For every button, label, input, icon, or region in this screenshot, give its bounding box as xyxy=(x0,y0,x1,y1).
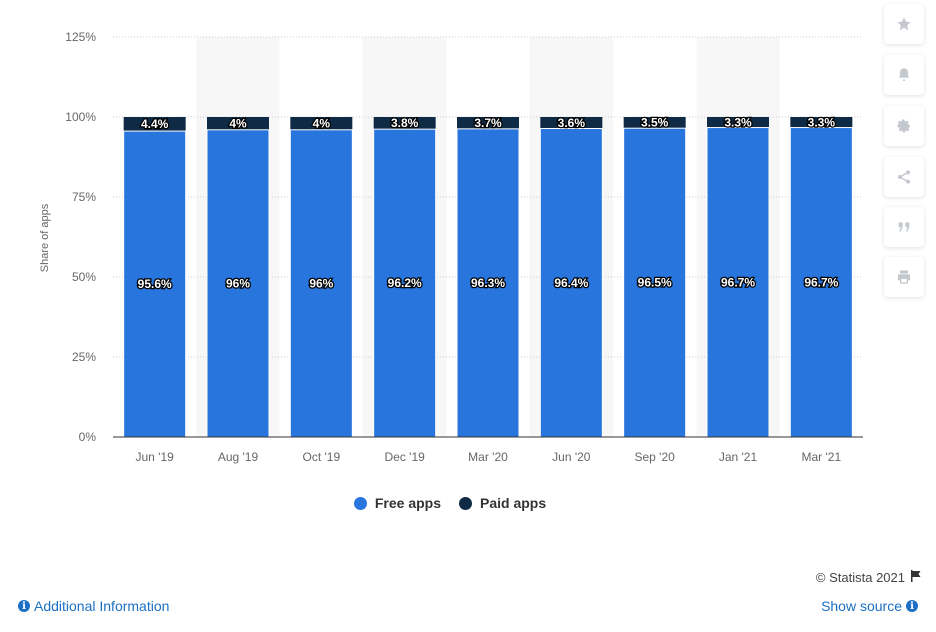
data-label-free: 96% xyxy=(309,276,333,290)
bar-free-apps[interactable] xyxy=(373,128,437,438)
data-label-free: 96.5% xyxy=(638,276,672,290)
x-tick-label: Oct '19 xyxy=(303,450,341,464)
y-tick-label: 125% xyxy=(65,30,96,44)
legend-label-free: Free apps xyxy=(374,495,441,511)
show-source-link[interactable]: Show source i xyxy=(821,598,918,614)
data-label-free: 96.4% xyxy=(554,276,588,290)
x-tick-label: Jun '19 xyxy=(136,450,175,464)
share-button[interactable] xyxy=(884,157,924,197)
data-label-free: 96.7% xyxy=(804,275,838,289)
notification-button[interactable] xyxy=(884,55,924,95)
data-label-paid: 3.8% xyxy=(391,116,419,130)
bar-free-apps[interactable] xyxy=(123,130,187,438)
credits-text: © Statista 2021 xyxy=(815,570,905,585)
toolbar xyxy=(868,0,936,632)
bar-paid-apps[interactable] xyxy=(790,117,853,128)
bar-paid-apps[interactable] xyxy=(123,117,186,132)
y-tick-label: 100% xyxy=(65,110,96,124)
bar-paid-apps[interactable] xyxy=(623,117,686,129)
info-icon: i xyxy=(906,600,918,612)
flag-icon xyxy=(910,570,922,585)
y-tick-label: 0% xyxy=(79,430,97,444)
print-icon xyxy=(896,269,912,285)
show-source-label: Show source xyxy=(821,598,902,614)
data-label-free: 96% xyxy=(226,276,250,290)
y-axis-title: Share of apps xyxy=(39,203,51,272)
bar-paid-apps[interactable] xyxy=(707,117,769,128)
y-tick-label: 75% xyxy=(72,190,96,204)
star-button[interactable] xyxy=(884,4,924,44)
legend-label-paid: Paid apps xyxy=(480,495,547,511)
data-label-free: 96.2% xyxy=(388,276,422,290)
chart: 4.4% 95.6% 4% 96% 4% 96% 3.8% 96.2% 3.7% 96.3% 3.6… xyxy=(39,30,863,464)
legend-dot-paid xyxy=(459,496,472,510)
bar-paid-apps[interactable] xyxy=(207,117,269,130)
data-label-free: 96.7% xyxy=(721,275,755,289)
settings-button[interactable] xyxy=(884,106,924,146)
bar-paid-apps[interactable] xyxy=(290,117,353,130)
y-axis-ticks: 0% 25% 50% 75% 100% 125% xyxy=(65,30,96,444)
x-axis-ticks: Jun '19 Aug '19 Oct '19 Dec '19 Mar '20 Jun '… xyxy=(136,450,842,464)
legend-dot-free xyxy=(353,496,367,510)
additional-information-label: Additional Information xyxy=(34,598,170,614)
print-button[interactable] xyxy=(884,257,924,297)
quote-icon xyxy=(896,219,912,235)
data-label-paid: 3.7% xyxy=(474,116,502,130)
data-label-paid: 4% xyxy=(229,116,247,130)
x-tick-label: Jan '21 xyxy=(719,450,758,464)
cite-button[interactable] xyxy=(884,207,924,247)
data-label-paid: 4.4% xyxy=(141,117,169,131)
data-label-paid: 3.6% xyxy=(558,116,586,130)
data-label-paid: 3.3% xyxy=(808,115,836,129)
data-label-free: 96.3% xyxy=(471,276,505,290)
bars: 4.4% 95.6% 4% 96% 4% 96% 3.8% 96.2% 3.7% 96.3% 3.6… xyxy=(123,114,853,438)
legend-item-paid-apps[interactable]: Paid apps xyxy=(459,495,546,511)
legend: Free apps Paid apps xyxy=(0,495,900,511)
data-label-paid: 4% xyxy=(313,116,331,130)
bell-icon xyxy=(896,67,912,83)
bar-free-apps[interactable] xyxy=(706,127,770,438)
x-tick-label: Mar '21 xyxy=(802,450,842,464)
gear-icon xyxy=(896,118,912,134)
bar-free-apps[interactable] xyxy=(206,129,270,438)
x-tick-label: Dec '19 xyxy=(385,450,426,464)
legend-item-free-apps[interactable]: Free apps xyxy=(353,495,441,511)
data-label-free: 95.6% xyxy=(138,277,172,291)
share-icon xyxy=(896,169,912,185)
data-label-paid: 3.5% xyxy=(641,116,669,130)
bar-free-apps[interactable] xyxy=(456,128,520,438)
x-tick-label: Jun '20 xyxy=(552,450,591,464)
additional-information-link[interactable]: i Additional Information xyxy=(18,598,169,614)
x-tick-label: Sep '20 xyxy=(635,450,676,464)
bar-paid-apps[interactable] xyxy=(373,117,436,130)
data-label-paid: 3.3% xyxy=(724,115,752,129)
x-tick-label: Aug '19 xyxy=(218,450,259,464)
credits[interactable]: © Statista 2021 xyxy=(816,570,922,585)
bar-paid-apps[interactable] xyxy=(457,117,519,129)
y-tick-label: 25% xyxy=(72,350,96,364)
bar-paid-apps[interactable] xyxy=(540,117,603,129)
bar-free-apps[interactable] xyxy=(289,129,353,438)
bar-free-apps[interactable] xyxy=(789,127,853,438)
bar-free-apps[interactable] xyxy=(539,128,603,438)
star-icon xyxy=(896,16,912,32)
info-icon: i xyxy=(18,600,30,612)
y-tick-label: 50% xyxy=(72,270,96,284)
bar-free-apps[interactable] xyxy=(623,127,687,438)
x-tick-label: Mar '20 xyxy=(468,450,508,464)
